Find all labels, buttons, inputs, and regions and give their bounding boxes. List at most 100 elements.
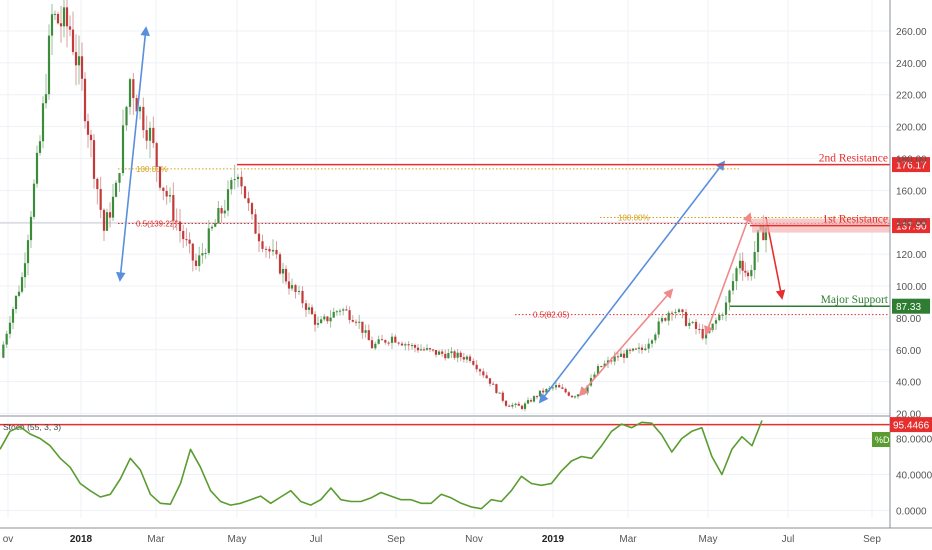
level-value-tag bbox=[892, 157, 930, 173]
time-tick-label: Sep bbox=[387, 534, 405, 545]
candle-body bbox=[377, 339, 380, 344]
candle-body bbox=[535, 396, 539, 398]
price-tick-label: 120.00 bbox=[896, 250, 927, 261]
candle-body bbox=[447, 353, 450, 359]
candle-body bbox=[628, 349, 632, 351]
candle-body bbox=[674, 312, 677, 314]
candle-body bbox=[764, 227, 768, 241]
candle-body bbox=[441, 351, 444, 354]
candle-body bbox=[329, 317, 332, 322]
candle-body bbox=[80, 56, 84, 79]
candle-body bbox=[2, 344, 5, 358]
candle-body bbox=[294, 285, 297, 293]
level-value-label: 87.33 bbox=[896, 302, 921, 313]
candle-body bbox=[538, 390, 542, 397]
candle-body bbox=[437, 351, 441, 355]
gridlines bbox=[0, 0, 890, 415]
candle-body bbox=[23, 263, 27, 278]
candle-body bbox=[247, 198, 250, 204]
candle-body bbox=[677, 309, 681, 313]
candle-body bbox=[374, 343, 377, 349]
candle-body bbox=[5, 333, 8, 345]
candle-body bbox=[529, 400, 533, 402]
candle-body bbox=[304, 303, 308, 310]
candle-body bbox=[41, 103, 45, 142]
projection-arrow bbox=[116, 26, 150, 282]
fib-label: 0.5(139.22) bbox=[136, 219, 177, 228]
candle-body bbox=[561, 387, 564, 389]
candle-body bbox=[413, 345, 417, 348]
candle-body bbox=[14, 295, 18, 310]
candle-body bbox=[397, 342, 400, 344]
candle-body bbox=[226, 189, 230, 211]
fib-label: 100.00% bbox=[618, 213, 650, 222]
candle-body bbox=[724, 302, 728, 315]
candle-body bbox=[114, 182, 118, 197]
candle-body bbox=[158, 166, 162, 188]
candle-body bbox=[165, 190, 168, 197]
candle-body bbox=[616, 356, 620, 358]
candle-body bbox=[488, 378, 492, 384]
candle-body bbox=[271, 249, 275, 252]
candle-body bbox=[394, 336, 397, 343]
stoch-gridlines: Stoch (55, 3, 3) bbox=[0, 418, 890, 518]
candle-body bbox=[637, 347, 641, 349]
candle-body bbox=[558, 385, 561, 388]
candle-body bbox=[478, 369, 482, 372]
swing-arrow bbox=[704, 212, 752, 336]
level-value-tag bbox=[892, 298, 930, 314]
candle-body bbox=[688, 322, 691, 326]
stoch-line bbox=[0, 420, 763, 510]
candle-body bbox=[65, 7, 69, 27]
time-tick-label: 2019 bbox=[542, 534, 565, 545]
candle-body bbox=[201, 253, 204, 256]
candle-body bbox=[444, 353, 447, 359]
series-legend-tag bbox=[872, 432, 890, 447]
candle-body bbox=[198, 255, 201, 266]
candle-body bbox=[450, 351, 453, 354]
candle-body bbox=[576, 394, 580, 397]
candle-body bbox=[102, 209, 106, 231]
candle-body bbox=[105, 212, 109, 231]
candle-body bbox=[744, 270, 747, 273]
candle-body bbox=[257, 233, 261, 242]
series-legend-label: %D bbox=[875, 435, 890, 445]
candle-body bbox=[243, 186, 247, 199]
candle-body bbox=[332, 311, 335, 318]
stochastic-pane: Stoch (55, 3, 3) bbox=[0, 418, 890, 518]
candle-body bbox=[121, 125, 125, 174]
candle-body bbox=[53, 13, 57, 15]
candle-body bbox=[647, 343, 650, 349]
time-tick-label: Sep bbox=[863, 534, 881, 545]
candle-body bbox=[718, 314, 721, 321]
candle-body bbox=[210, 226, 214, 229]
stoch-level-label: 95.4466 bbox=[893, 421, 930, 432]
candle-body bbox=[74, 52, 78, 66]
candle-body bbox=[364, 330, 367, 333]
candle-body bbox=[148, 127, 152, 141]
candle-body bbox=[622, 353, 626, 358]
candle-body bbox=[756, 230, 760, 252]
candle-body bbox=[582, 393, 586, 395]
time-tick-label: Jul bbox=[782, 534, 795, 545]
level-name: 1st Resistance bbox=[823, 214, 888, 226]
candle-body bbox=[29, 216, 33, 241]
candle-body bbox=[407, 344, 410, 346]
candle-body bbox=[714, 320, 718, 324]
support-resistance-levels: 2nd Resistance 176.17 1st Resistance 137.90… bbox=[237, 153, 930, 314]
candle-body bbox=[8, 322, 12, 334]
candle-body bbox=[367, 330, 370, 341]
candle-body bbox=[142, 106, 145, 131]
candle-body bbox=[361, 321, 364, 333]
candle-body bbox=[495, 384, 498, 393]
candle-body bbox=[731, 281, 735, 291]
candle-body bbox=[735, 268, 738, 282]
candle-body bbox=[694, 321, 698, 329]
projection-arrow bbox=[538, 160, 726, 404]
candle-body bbox=[111, 196, 115, 218]
candle-body bbox=[498, 392, 501, 394]
candle-body bbox=[453, 351, 456, 358]
candle-body bbox=[240, 176, 243, 187]
stoch-tick-label: 80.0000 bbox=[896, 435, 932, 446]
